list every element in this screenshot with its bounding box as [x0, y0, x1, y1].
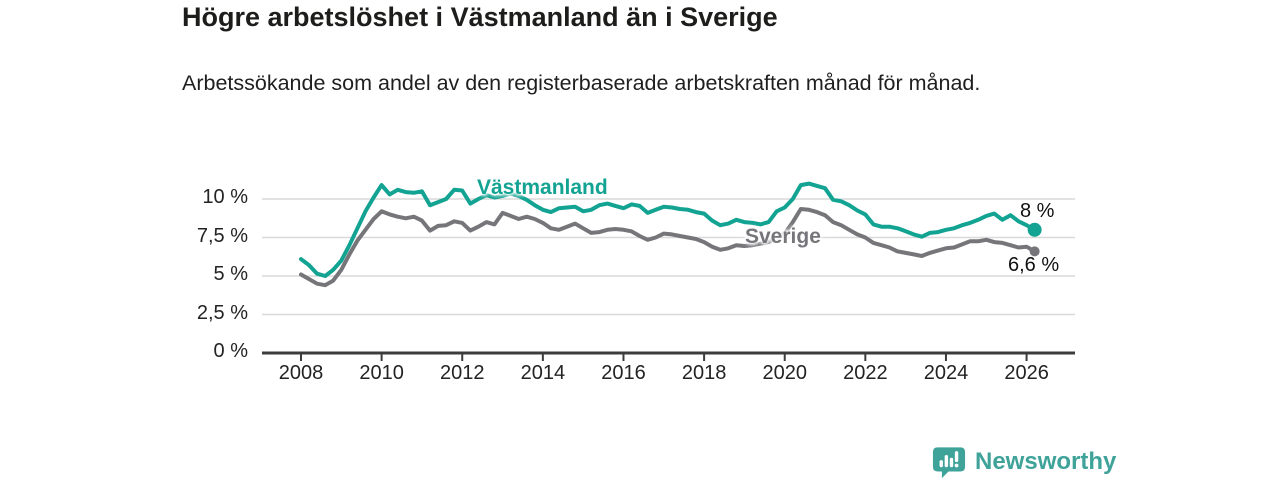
y-tick-label: 10 % — [202, 186, 248, 208]
sverige-end-dot — [1029, 246, 1040, 257]
x-tick-label: 2016 — [601, 362, 646, 384]
chart-subtitle: Arbetssökande som andel av den registerb… — [182, 71, 981, 95]
vastmanland-series-label: Västmanland — [477, 176, 608, 199]
x-tick-label: 2026 — [1004, 362, 1049, 384]
sverige-end-value-label: 6,6 % — [1008, 254, 1060, 276]
x-tick-label: 2014 — [520, 362, 566, 384]
newsworthy-logo-link[interactable]: Newsworthy — [932, 445, 1116, 479]
x-tick-label: 2012 — [439, 362, 485, 384]
y-tick-label: 0 % — [213, 340, 248, 362]
axis-tick-marks — [300, 353, 1028, 361]
x-tick-label: 2024 — [923, 362, 969, 384]
newsworthy-speech-bubble-bar-chart-icon — [932, 446, 966, 479]
vastmanland-line — [299, 181, 1037, 278]
y-tick-label: 2,5 % — [196, 301, 248, 324]
y-tick-label: 7,5 % — [196, 224, 248, 247]
newsworthy-brand-name: Newsworthy — [975, 448, 1117, 475]
sverige-line — [299, 207, 1037, 288]
x-tick-label: 2010 — [359, 362, 404, 384]
x-tick-label: 2020 — [762, 362, 807, 384]
x-tick-label: 2022 — [843, 362, 888, 384]
x-tick-label: 2008 — [278, 362, 324, 384]
vastmanland-end-value-label: 8 % — [1020, 200, 1055, 222]
y-tick-label: 5 % — [213, 263, 248, 285]
gridlines — [262, 198, 1075, 355]
sverige-series-label: Sverige — [745, 225, 821, 248]
x-tick-label: 2018 — [681, 362, 727, 384]
page-title: Högre arbetslöshet i Västmanland än i Sv… — [182, 2, 778, 32]
vastmanland-end-dot — [1027, 222, 1042, 237]
